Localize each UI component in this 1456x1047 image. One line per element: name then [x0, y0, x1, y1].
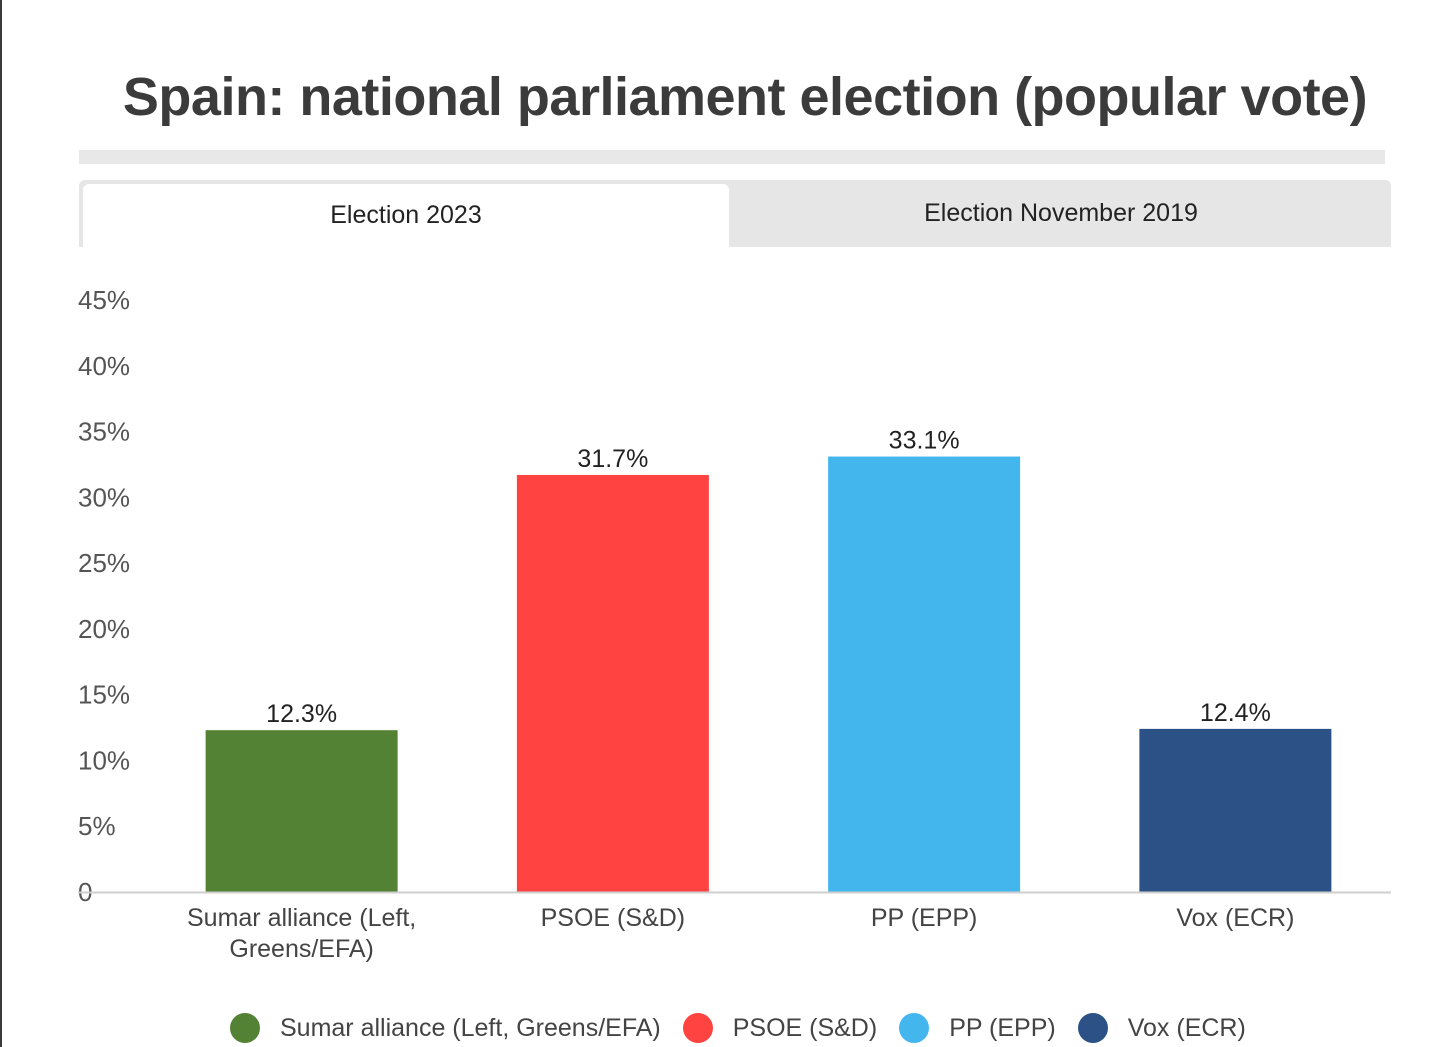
x-axis: Sumar alliance (Left, Greens/EFA) PSOE (S&… — [187, 904, 1294, 963]
bar — [828, 456, 1021, 892]
legend-label: PSOE (S&D) — [732, 1013, 878, 1042]
value-labels: 12.3% 31.7% 33.1% 12.4% — [266, 427, 1271, 729]
legend-label: Vox (ECR) — [1127, 1013, 1246, 1042]
legend-swatch-psoe — [682, 1013, 713, 1043]
data-label: 31.7% — [577, 445, 648, 473]
y-tick-label: 45% — [78, 285, 130, 315]
y-tick-label: 25% — [78, 548, 130, 578]
legend-swatch-vox — [1077, 1013, 1108, 1043]
data-label: 12.3% — [266, 700, 337, 728]
bar-chart: 05%10%15%20%25%30%35%40%45% 12.3%31.7%33… — [78, 285, 1391, 963]
legend: Sumar alliance (Left, Greens/EFA) PSOE (… — [230, 1010, 1268, 1046]
x-tick-label: PSOE (S&D) — [541, 904, 685, 932]
bar — [516, 474, 709, 892]
tab-bar: Election 2023 Election November 2019 — [79, 180, 1391, 247]
bar — [205, 730, 398, 892]
x-tick-label: Sumar alliance (Left, — [187, 904, 416, 932]
data-label: 12.4% — [1200, 699, 1271, 727]
legend-item[interactable]: PP (EPP) — [899, 1013, 1056, 1043]
y-tick-label: 15% — [78, 680, 130, 710]
y-axis: 05%10%15%20%25%30%35%40%45% — [78, 285, 130, 907]
x-tick-label: Greens/EFA) — [229, 935, 374, 963]
y-tick-label: 5% — [78, 811, 116, 841]
legend-swatch-pp — [899, 1013, 930, 1043]
legend-item[interactable]: Vox (ECR) — [1077, 1013, 1246, 1043]
y-tick-label: 40% — [78, 351, 130, 381]
x-tick-label: PP (EPP) — [871, 904, 978, 932]
y-tick-label: 35% — [78, 417, 130, 447]
tab-election-november-2019[interactable]: Election November 2019 — [924, 199, 1198, 227]
data-label: 33.1% — [889, 427, 960, 455]
left-border — [0, 0, 2, 1047]
legend-label: PP (EPP) — [949, 1013, 1056, 1042]
tab-election-2023[interactable]: Election 2023 — [83, 184, 729, 247]
title-divider — [79, 150, 1385, 164]
legend-item[interactable]: PSOE (S&D) — [682, 1013, 878, 1043]
legend-label: Sumar alliance (Left, Greens/EFA) — [280, 1013, 661, 1042]
bar — [1139, 728, 1332, 892]
y-tick-label: 10% — [78, 745, 130, 775]
legend-swatch-sumar — [230, 1013, 260, 1043]
chart-title: Spain: national parliament election (pop… — [122, 67, 1368, 127]
y-tick-label: 30% — [78, 482, 130, 512]
bars — [205, 456, 1332, 892]
x-tick-label: Vox (ECR) — [1176, 904, 1294, 932]
legend-item[interactable]: Sumar alliance (Left, Greens/EFA) — [230, 1013, 661, 1043]
y-tick-label: 20% — [78, 614, 130, 644]
